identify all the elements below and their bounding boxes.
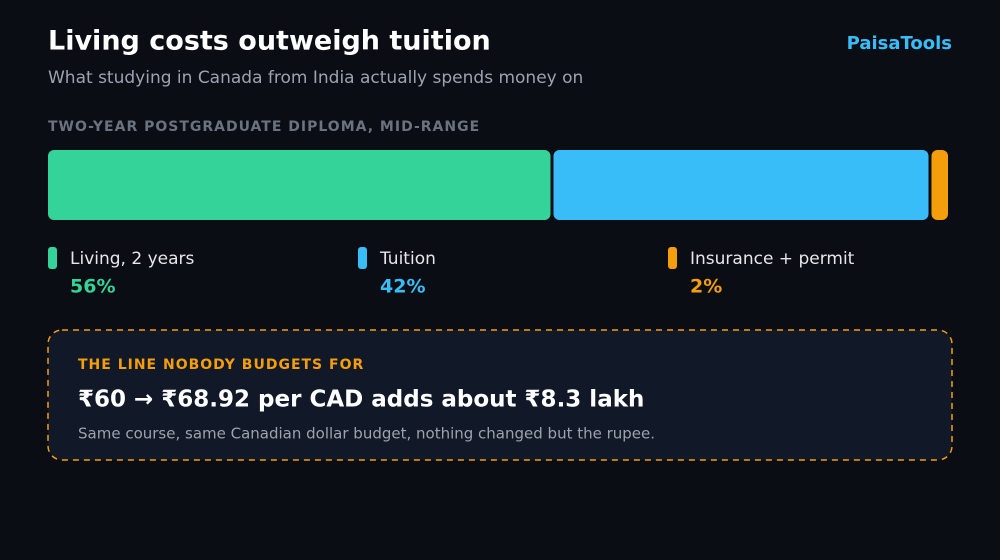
legend-label: Insurance + permit (690, 249, 855, 269)
legend-swatch (358, 247, 367, 269)
legend-label: Tuition (379, 249, 436, 269)
brand: PaisaTools (847, 33, 952, 54)
callout-note: Same course, same Canadian dollar budget… (78, 425, 655, 443)
legend-label: Living, 2 years (70, 249, 194, 269)
callout-headline: ₹60 → ₹68.92 per CAD adds about ₹8.3 lak… (78, 387, 644, 413)
bar-segment (553, 150, 929, 220)
value-label: 56% (70, 276, 115, 298)
category-label: TWO-YEAR POSTGRADUATE DIPLOMA, MID-RANGE (48, 119, 480, 135)
subtitle: What studying in Canada from India actua… (48, 68, 583, 88)
legend-swatch (668, 247, 677, 269)
value-label: 42% (380, 276, 425, 298)
callout-box (47, 329, 953, 461)
callout-label: THE LINE NOBODY BUDGETS FOR (78, 357, 364, 373)
legend-swatch (48, 247, 57, 269)
value-label: 2% (690, 276, 722, 298)
bar-segment (931, 150, 948, 220)
bar-segment (48, 150, 551, 220)
chart-title: Living costs outweigh tuition (48, 26, 491, 57)
